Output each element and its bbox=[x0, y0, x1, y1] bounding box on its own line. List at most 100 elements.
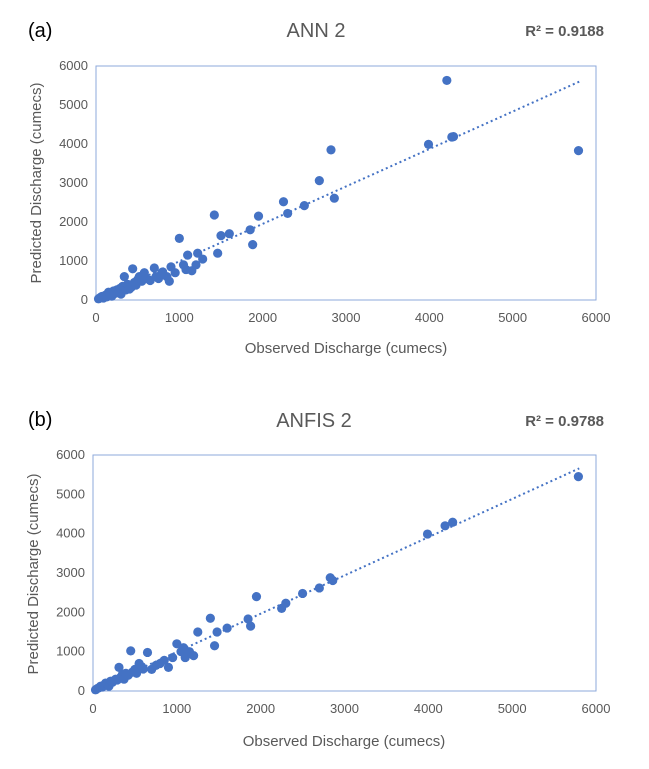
data-point bbox=[328, 575, 338, 586]
x-tick-label: 2000 bbox=[246, 701, 275, 716]
x-tick-label: 1000 bbox=[162, 701, 191, 716]
data-point bbox=[326, 145, 336, 155]
data-point bbox=[164, 276, 174, 286]
data-point bbox=[283, 208, 293, 219]
data-point bbox=[299, 201, 309, 211]
x-tick-label: 3000 bbox=[330, 701, 359, 716]
y-tick-label: 5000 bbox=[56, 486, 85, 501]
plot-frame-a bbox=[95, 65, 597, 301]
y-tick-label: 0 bbox=[81, 292, 88, 307]
x-tick-label: 5000 bbox=[498, 701, 527, 716]
data-point bbox=[189, 651, 199, 661]
y-tick-label: 1000 bbox=[56, 644, 85, 659]
data-point bbox=[212, 627, 222, 637]
y-axis-ticks-a: 0 1000 2000 3000 4000 5000 6000 bbox=[59, 58, 88, 307]
data-point bbox=[183, 250, 193, 260]
data-point bbox=[297, 588, 308, 599]
y-tick-label: 0 bbox=[78, 683, 85, 698]
data-point bbox=[251, 592, 262, 602]
data-point bbox=[573, 472, 583, 482]
x-axis-ticks-a: 0 1000 2000 3000 4000 5000 6000 bbox=[92, 310, 610, 325]
data-point bbox=[170, 268, 180, 278]
data-point bbox=[174, 233, 184, 243]
data-points-b bbox=[90, 472, 583, 695]
x-tick-label: 6000 bbox=[582, 701, 611, 716]
chart-anfis2: (b) ANFIS 2 R² = 0.9788 0 1000 2000 3000 400… bbox=[25, 409, 610, 750]
data-point bbox=[114, 662, 124, 673]
data-point bbox=[209, 641, 220, 651]
x-axis-title-a: Observed Discharge (cumecs) bbox=[245, 340, 448, 357]
data-point bbox=[131, 668, 142, 678]
data-point bbox=[224, 229, 234, 239]
y-axis-title-b: Predicted Discharge (cumecs) bbox=[25, 474, 42, 675]
x-tick-label: 3000 bbox=[332, 310, 361, 325]
data-point bbox=[314, 583, 324, 593]
data-point bbox=[209, 210, 219, 220]
x-axis-title-b: Observed Discharge (cumecs) bbox=[243, 733, 446, 750]
data-point bbox=[163, 662, 174, 673]
data-point bbox=[149, 263, 159, 273]
data-point bbox=[442, 75, 452, 86]
chart-ann2: (a) ANN 2 R² = 0.9188 0 1000 2000 3000 4000 5… bbox=[28, 20, 610, 357]
trendline-b bbox=[95, 467, 580, 690]
x-tick-label: 1000 bbox=[165, 310, 194, 325]
chart-title-anfis2: ANFIS 2 bbox=[276, 410, 352, 432]
data-point bbox=[281, 598, 291, 608]
data-point bbox=[205, 613, 215, 623]
data-point bbox=[314, 176, 324, 186]
plot-frame-b bbox=[92, 454, 597, 692]
data-point bbox=[278, 197, 289, 207]
x-tick-label: 0 bbox=[92, 310, 99, 325]
data-point bbox=[168, 652, 178, 663]
data-point bbox=[128, 264, 138, 274]
x-tick-label: 4000 bbox=[414, 701, 443, 716]
data-point bbox=[246, 621, 256, 631]
x-tick-label: 2000 bbox=[248, 310, 277, 325]
chart-title-ann2: ANN 2 bbox=[287, 20, 346, 42]
y-tick-label: 1000 bbox=[59, 253, 88, 268]
data-point bbox=[193, 627, 203, 637]
data-point bbox=[423, 139, 434, 149]
data-point bbox=[198, 254, 208, 264]
data-point bbox=[213, 248, 223, 258]
data-point bbox=[243, 614, 253, 624]
y-tick-label: 6000 bbox=[56, 447, 85, 462]
data-point bbox=[440, 521, 450, 531]
data-point bbox=[138, 664, 148, 674]
data-point bbox=[248, 240, 258, 250]
y-axis-ticks-b: 0 1000 2000 3000 4000 5000 6000 bbox=[56, 447, 85, 698]
data-point bbox=[142, 647, 153, 658]
data-point bbox=[222, 623, 232, 633]
data-point bbox=[448, 131, 459, 142]
y-tick-label: 4000 bbox=[59, 136, 88, 151]
panel-label-a: (a) bbox=[28, 20, 52, 42]
data-point bbox=[422, 529, 433, 539]
y-axis-title-a: Predicted Discharge (cumecs) bbox=[28, 83, 45, 284]
r-squared-label-a: R² = 0.9188 bbox=[525, 23, 604, 40]
x-axis-ticks-b: 0 1000 2000 3000 4000 5000 6000 bbox=[89, 701, 610, 716]
y-tick-label: 6000 bbox=[59, 58, 88, 73]
y-tick-label: 5000 bbox=[59, 97, 88, 112]
y-tick-label: 2000 bbox=[59, 214, 88, 229]
y-tick-label: 3000 bbox=[56, 565, 85, 580]
data-point bbox=[126, 646, 136, 656]
data-point bbox=[172, 639, 182, 649]
x-tick-label: 4000 bbox=[415, 310, 444, 325]
panel-label-b: (b) bbox=[28, 409, 52, 431]
x-tick-label: 0 bbox=[89, 701, 96, 716]
y-tick-label: 3000 bbox=[59, 175, 88, 190]
r-squared-label-b: R² = 0.9788 bbox=[525, 413, 604, 430]
data-point bbox=[448, 517, 458, 527]
data-point bbox=[329, 193, 339, 203]
data-point bbox=[573, 146, 584, 156]
data-point bbox=[216, 231, 226, 241]
data-point bbox=[245, 225, 255, 235]
data-point bbox=[119, 272, 129, 282]
y-tick-label: 2000 bbox=[56, 604, 85, 619]
x-tick-label: 5000 bbox=[498, 310, 527, 325]
y-tick-label: 4000 bbox=[56, 526, 85, 541]
data-point bbox=[253, 211, 264, 221]
data-point bbox=[191, 260, 201, 270]
x-tick-label: 6000 bbox=[582, 310, 611, 325]
